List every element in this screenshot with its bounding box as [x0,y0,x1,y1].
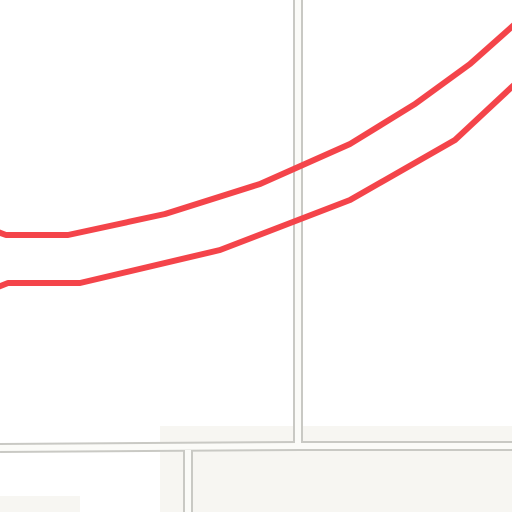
lot-block-bottom-right [192,456,512,512]
lot-block-bottom-left [0,496,80,512]
